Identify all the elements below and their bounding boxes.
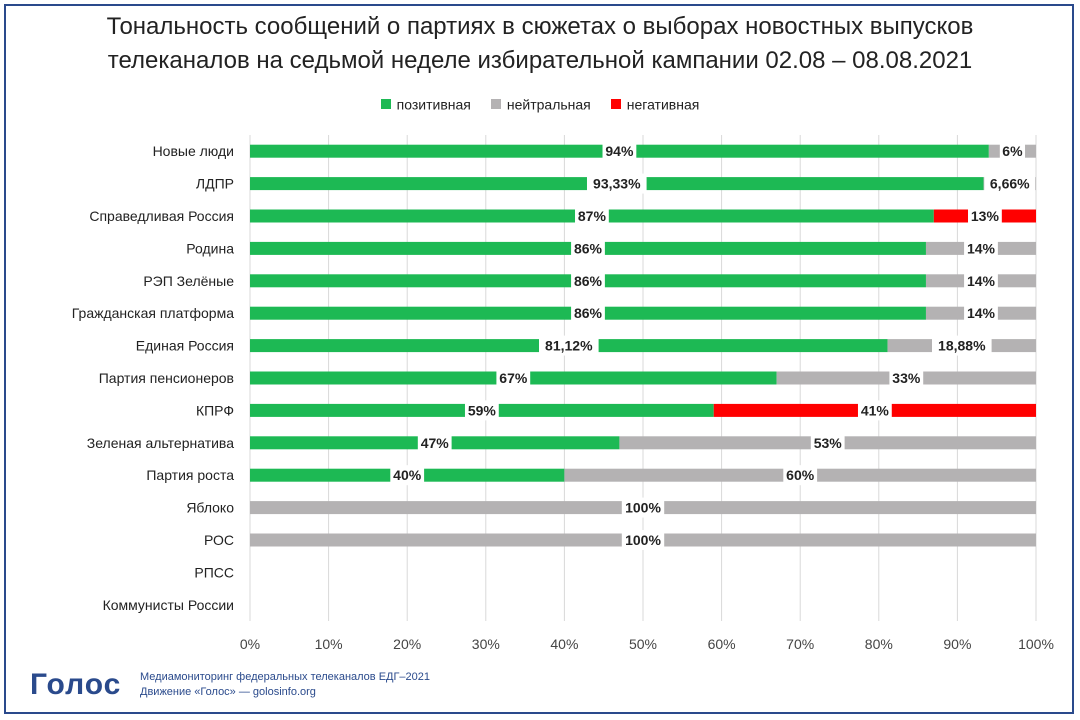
data-label-bg	[964, 303, 998, 324]
category-label: РЭП Зелёные	[143, 273, 234, 289]
data-label: 94%	[605, 143, 634, 159]
x-tick-label: 60%	[708, 636, 736, 652]
x-tick-label: 30%	[472, 636, 500, 652]
category-label: Зеленая альтернатива	[87, 435, 234, 451]
x-tick-label: 90%	[943, 636, 971, 652]
legend-item: позитивная	[380, 95, 471, 112]
category-label: ЛДПР	[196, 176, 234, 192]
data-label-bg	[932, 335, 992, 356]
data-label: 59%	[468, 402, 497, 418]
category-label: Яблоко	[186, 500, 234, 516]
data-label-bg	[571, 238, 605, 259]
x-tick-label: 80%	[865, 636, 893, 652]
legend-item: негативная	[610, 95, 700, 112]
data-label: 47%	[421, 435, 450, 451]
data-label-bg	[964, 270, 998, 291]
category-label: РОС	[204, 532, 234, 548]
data-label: 14%	[967, 273, 996, 289]
x-tick-label: 0%	[240, 636, 260, 652]
data-label: 100%	[625, 532, 661, 548]
golos-logo: Голос	[30, 668, 122, 701]
data-label-bg	[964, 238, 998, 259]
data-label-bg	[783, 465, 818, 486]
data-label-bg	[575, 206, 609, 226]
category-label: КПРФ	[196, 402, 234, 418]
data-label: 86%	[574, 273, 603, 289]
data-label-bg	[539, 335, 599, 356]
legend-label: негативная	[626, 95, 700, 112]
chart-legend: позитивная нейтральная негативная	[0, 94, 1080, 112]
data-label: 33%	[892, 370, 921, 386]
data-label: 93,33%	[593, 176, 641, 192]
x-tick-label: 100%	[1018, 636, 1054, 652]
data-label: 6%	[1002, 143, 1023, 159]
data-label-bg	[621, 497, 665, 518]
category-label: Коммунисты России	[103, 597, 234, 613]
data-label: 53%	[814, 435, 843, 451]
x-tick-label: 70%	[786, 636, 814, 652]
data-label-bg	[621, 530, 665, 550]
data-label: 60%	[786, 467, 815, 483]
data-label-bg	[571, 303, 605, 324]
category-label: Партия роста	[146, 467, 234, 483]
data-label-bg	[390, 465, 425, 486]
data-label: 86%	[574, 240, 603, 256]
category-label: Родина	[186, 240, 234, 256]
x-tick-label: 10%	[315, 636, 343, 652]
x-tick-label: 40%	[550, 636, 578, 652]
category-label: Гражданская платформа	[72, 305, 234, 321]
footer-line-1: Медиамониторинг федеральных телеканалов …	[140, 671, 431, 683]
data-label-bg	[602, 141, 637, 162]
data-label-bg	[968, 206, 1002, 226]
data-label-bg	[999, 141, 1026, 162]
category-label: РПСС	[194, 564, 234, 580]
data-label: 14%	[967, 240, 996, 256]
data-label: 81,12%	[545, 338, 593, 354]
data-label: 6,66%	[990, 176, 1030, 192]
data-label-bg	[496, 368, 531, 388]
legend-swatch	[490, 98, 501, 109]
data-label: 14%	[967, 305, 996, 321]
legend-swatch	[380, 98, 391, 109]
data-label-bg	[586, 173, 647, 194]
data-label: 100%	[625, 500, 661, 516]
data-label: 67%	[499, 370, 528, 386]
data-label-bg	[571, 270, 605, 291]
category-label: Партия пенсионеров	[99, 370, 234, 386]
data-label-bg	[810, 432, 845, 453]
data-label-bg	[417, 432, 452, 453]
data-label: 86%	[574, 305, 603, 321]
data-label: 40%	[393, 467, 422, 483]
data-label-bg	[857, 400, 892, 421]
chart-title: Тональность сообщений о партиях в сюжета…	[106, 13, 974, 74]
legend-label: нейтральная	[506, 95, 591, 112]
x-tick-label: 20%	[393, 636, 421, 652]
data-label: 87%	[578, 208, 607, 224]
category-label: Справедливая Россия	[89, 208, 234, 224]
footer-line-2: Движение «Голос» — golosinfo.org	[140, 686, 316, 698]
category-label: Новые люди	[153, 143, 234, 159]
category-label: Единая Россия	[136, 338, 234, 354]
x-tick-label: 50%	[629, 636, 657, 652]
data-label-bg	[984, 173, 1036, 194]
frame-border	[4, 4, 1074, 714]
legend-item: нейтральная	[490, 95, 591, 112]
legend-label: позитивная	[396, 95, 471, 112]
legend-swatch	[610, 98, 621, 109]
data-label: 18,88%	[938, 338, 986, 354]
data-label-bg	[889, 368, 924, 388]
footer-text: Медиамониторинг федеральных телеканалов …	[140, 670, 430, 700]
data-label: 13%	[971, 208, 1000, 224]
data-label-bg	[464, 400, 499, 421]
data-label: 41%	[861, 402, 890, 418]
